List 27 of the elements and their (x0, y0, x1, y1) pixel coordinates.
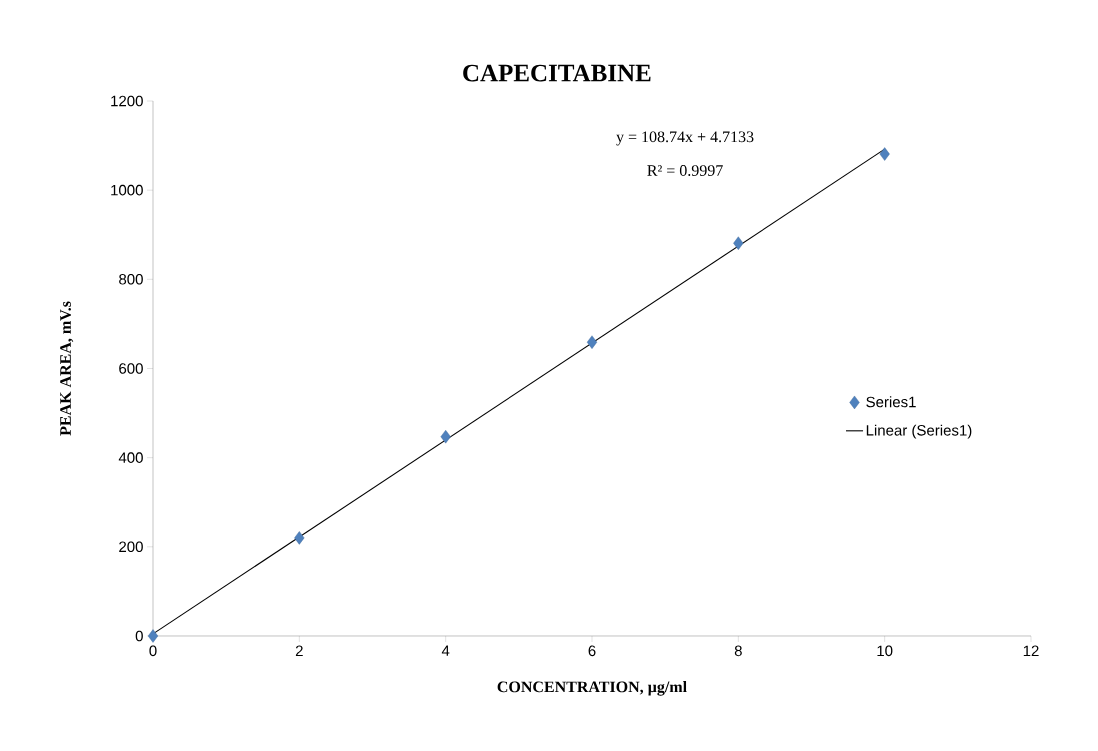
point (733, 236, 744, 250)
annotation: R² = 0.9997 (647, 165, 723, 176)
point (147, 629, 159, 643)
legend-label: Linear (Series1) (866, 424, 972, 439)
y-tick-label: 400 (118, 452, 143, 463)
x-tick-label: 2 (295, 645, 303, 656)
x-tick-label: 12 (1023, 645, 1039, 656)
y-tick-label: 600 (119, 363, 143, 374)
x-tick-label: 0 (149, 645, 157, 657)
y-tick-label: 0 (135, 630, 143, 642)
x-tick-label: 10 (877, 645, 893, 657)
annotation: y = 108.74x + 4.7133 (616, 131, 754, 146)
point (586, 335, 598, 349)
x-tick-label: 6 (588, 645, 596, 657)
point (294, 531, 305, 545)
y-axis-title: PEAK AREA, mV.s (60, 301, 74, 436)
x-tick-label: 4 (441, 645, 450, 656)
x-tick-label: 8 (734, 645, 742, 657)
y-tick-label: 1200 (111, 95, 143, 107)
y-tick-label: 800 (119, 274, 143, 285)
x-axis-title: CONCENTRATION, µg/ml (497, 681, 687, 696)
y-tick-label: 1000 (111, 184, 143, 196)
chart-title: CAPECITABINE (463, 64, 651, 82)
legend-label: Series1 (866, 396, 916, 408)
point (440, 430, 451, 444)
point (879, 147, 890, 161)
y-tick-label: 200 (119, 541, 143, 553)
